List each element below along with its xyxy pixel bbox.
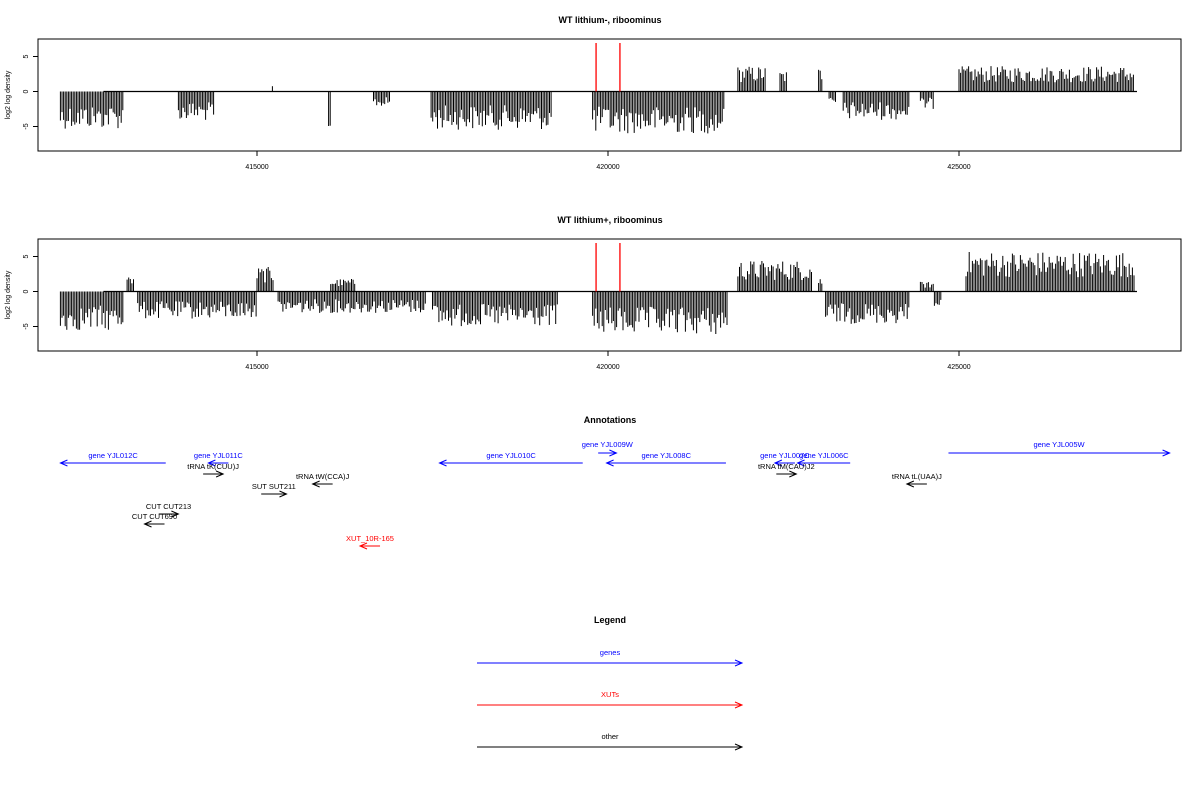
feature-label: gene YJL006C — [799, 451, 849, 460]
feature-label: XUT_10R-165 — [346, 534, 394, 543]
legend-arrowhead — [734, 743, 744, 751]
x-tick-label: 425000 — [947, 164, 970, 171]
x-tick-label: 415000 — [245, 164, 268, 171]
strand-arrowhead — [279, 490, 288, 498]
feature-label: gene YJL010C — [486, 451, 536, 460]
strand-arrowhead — [311, 480, 320, 488]
strand-arrowhead — [905, 480, 915, 488]
feature-label: tRNA tM(CAU)J2 — [758, 462, 815, 471]
strand-arrowhead — [789, 470, 798, 478]
strand-arrowhead — [215, 470, 225, 478]
y-axis-label: log2 log density — [5, 270, 12, 319]
annotation-feature: tRNA tK(CUU)J — [187, 462, 239, 478]
legend-label: other — [601, 732, 619, 741]
strand-arrowhead — [207, 459, 216, 467]
annotation-feature: gene YJL009W — [582, 440, 634, 457]
annotation-feature: gene YJL006C — [796, 451, 851, 467]
coverage-bars — [59, 43, 1137, 134]
legend-item: XUTs — [477, 690, 744, 709]
x-tick-label: 425000 — [947, 364, 970, 371]
strand-arrowhead — [796, 459, 805, 467]
annotation-feature: tRNA tL(UAA)J — [892, 472, 942, 488]
panel-title: WT lithium+, riboominus — [557, 215, 662, 225]
feature-label: SUT SUT211 — [252, 482, 296, 491]
annotations-track: Annotations gene YJL012C gene YJL011C tRNA… — [59, 415, 1171, 550]
legend-items: genes XUTs other — [477, 648, 744, 751]
annotation-feature: tRNA tW(CCA)J — [296, 472, 350, 488]
annotation-feature: gene YJL007C — [760, 451, 810, 467]
annotations-title: Annotations — [584, 415, 637, 425]
feature-label: gene YJL007C — [760, 451, 810, 460]
annotation-feature: CUT CUT690 — [132, 512, 177, 528]
strand-arrowhead — [171, 510, 180, 518]
annotation-feature: tRNA tM(CAU)J2 — [758, 462, 815, 478]
feature-label: tRNA tL(UAA)J — [892, 472, 942, 481]
feature-label: gene YJL009W — [582, 440, 634, 449]
coverage-panel-lithium-minus: WT lithium-, riboominus 415000 420000 4250… — [5, 15, 1182, 171]
coverage-bars — [59, 243, 1137, 334]
annotation-feature: SUT SUT211 — [252, 482, 296, 498]
y-tick-label: 5 — [23, 54, 30, 58]
x-tick-label: 420000 — [596, 164, 619, 171]
x-axis-ticks: 415000 420000 425000 — [245, 151, 971, 171]
annotation-features: gene YJL012C gene YJL011C tRNA tK(CUU)J tRN… — [59, 440, 1171, 550]
annotation-feature: gene YJL012C — [59, 451, 166, 467]
legend-arrowhead — [734, 659, 744, 667]
annotation-feature: gene YJL010C — [438, 451, 583, 467]
feature-label: CUT CUT690 — [132, 512, 177, 521]
strand-arrowhead — [143, 520, 152, 528]
feature-label: gene YJL005W — [1033, 440, 1085, 449]
legend-item: genes — [477, 648, 744, 667]
legend-title: Legend — [594, 615, 626, 625]
legend-label: genes — [600, 648, 621, 657]
feature-label: tRNA tK(CUU)J — [187, 462, 239, 471]
plot-frame — [37, 238, 1182, 352]
y-tick-label: 0 — [23, 89, 30, 93]
x-axis-ticks: 415000 420000 425000 — [245, 351, 971, 371]
feature-label: gene YJL012C — [88, 451, 138, 460]
y-tick-label: 5 — [23, 254, 30, 258]
plot-frame — [37, 38, 1182, 152]
strand-arrowhead — [773, 459, 783, 467]
y-tick-label: 0 — [23, 289, 30, 293]
legend-item: other — [477, 732, 744, 751]
feature-label: tRNA tW(CCA)J — [296, 472, 350, 481]
legend-label: XUTs — [601, 690, 619, 699]
strand-arrowhead — [358, 542, 368, 550]
legend-arrowhead — [734, 701, 744, 709]
strand-arrowhead — [609, 449, 618, 457]
legend: Legend genes XUTs other — [477, 615, 744, 751]
panel-title: WT lithium-, riboominus — [559, 15, 662, 25]
y-tick-label: -5 — [23, 323, 30, 329]
y-axis-ticks: -5 0 5 — [23, 54, 38, 130]
strand-arrowhead — [438, 459, 447, 467]
annotation-feature: gene YJL008C — [605, 451, 726, 467]
annotation-feature: XUT_10R-165 — [346, 534, 394, 550]
annotation-feature: CUT CUT213 — [146, 502, 191, 518]
y-tick-label: -5 — [23, 123, 30, 129]
annotation-feature: gene YJL005W — [948, 440, 1171, 457]
x-tick-label: 420000 — [596, 364, 619, 371]
coverage-panel-lithium-plus: WT lithium+, riboominus 415000 420000 4250… — [5, 215, 1182, 371]
x-tick-label: 415000 — [245, 364, 268, 371]
strand-arrowhead — [1162, 449, 1171, 457]
strand-arrowhead — [59, 459, 68, 467]
y-axis-ticks: -5 0 5 — [23, 254, 38, 330]
feature-label: gene YJL011C — [194, 451, 244, 460]
y-axis-label: log2 log density — [5, 70, 12, 119]
strand-arrowhead — [605, 459, 614, 467]
annotation-feature: gene YJL011C — [194, 451, 244, 467]
feature-label: gene YJL008C — [642, 451, 692, 460]
feature-label: CUT CUT213 — [146, 502, 191, 511]
